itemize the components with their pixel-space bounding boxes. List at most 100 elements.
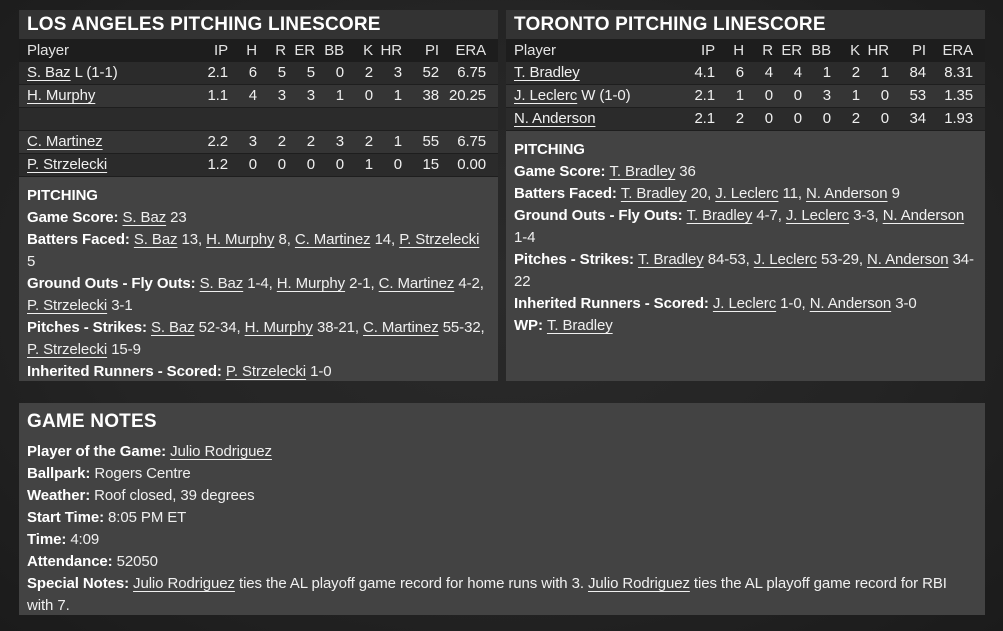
player-link[interactable]: S. Baz — [27, 64, 71, 81]
player-link[interactable]: P. Strzelecki — [27, 156, 108, 173]
player-link[interactable]: N. Anderson — [806, 185, 888, 202]
stat-cell: 1 — [822, 64, 831, 81]
stat-line: Pitches - Strikes: T. Bradley 84-53, J. … — [514, 249, 977, 293]
stat-cell: 1 — [735, 87, 744, 104]
player-link[interactable]: S. Baz — [122, 209, 167, 226]
stat-cell: 0 — [793, 110, 802, 127]
player-link[interactable]: P. Strzelecki — [27, 297, 108, 314]
stat-cell: 0 — [822, 110, 831, 127]
decision-suffix: L (1-1) — [70, 64, 118, 81]
stat-cell: 20.25 — [448, 87, 486, 104]
stat-text: 11, — [778, 185, 807, 202]
pitcher-row — [19, 108, 498, 131]
stat-label: Game Score: — [27, 209, 123, 226]
stat-cell: 0 — [248, 156, 257, 173]
player-link[interactable]: N. Anderson — [514, 110, 596, 127]
column-header-hr: HR — [867, 41, 890, 59]
stat-cell: 1.93 — [944, 110, 973, 127]
panel-game-notes: GAME NOTES Player of the Game: Julio Rod… — [19, 403, 985, 615]
stat-label: Time: — [27, 531, 71, 548]
panel-away-pitching-linescore: LOS ANGELES PITCHING LINESCORE Player IP H… — [19, 10, 498, 381]
stat-cell: 2.1 — [694, 110, 715, 127]
stat-line: Inherited Runners - Scored: J. Leclerc 1… — [514, 293, 977, 315]
home-pitching-table: Player IP H R ER BB K HR PI ERA T. Bradley 4.1 6 4 4 1 2… — [506, 39, 985, 131]
stat-cell: 5 — [306, 64, 315, 81]
stat-cell: 2.2 — [207, 133, 228, 150]
player-link[interactable]: T. Bradley — [514, 64, 580, 81]
stat-cell: 3 — [277, 87, 286, 104]
player-link[interactable]: C. Martinez — [363, 319, 439, 336]
stat-label: Game Score: — [514, 163, 610, 180]
stat-line: Time: 4:09 — [27, 529, 975, 551]
stat-line: Special Notes: Julio Rodriguez ties the … — [27, 573, 975, 615]
stat-text: 3-3, — [849, 207, 883, 224]
stat-label: Ballpark: — [27, 465, 95, 482]
stat-text: 9 — [887, 185, 900, 202]
player-link[interactable]: P. Strzelecki — [399, 231, 480, 248]
player-link[interactable]: H. Murphy — [276, 275, 346, 292]
column-header-h: H — [246, 41, 257, 59]
stat-cell: 3 — [822, 87, 831, 104]
column-header-er: ER — [781, 41, 802, 59]
player-link[interactable]: S. Baz — [150, 319, 195, 336]
stat-text: 84-53, — [703, 251, 754, 268]
player-link[interactable]: J. Leclerc — [785, 207, 850, 224]
column-header-pi: PI — [425, 41, 439, 59]
stat-text: 52-34, — [194, 319, 245, 336]
pitcher-row: C. Martinez 2.2 3 2 2 3 2 1 55 6.75 — [19, 131, 498, 154]
stat-cell: 53 — [909, 87, 927, 104]
pitcher-row: S. Baz L (1-1) 2.1 6 5 5 0 2 3 52 6.75 — [19, 62, 498, 85]
player-link[interactable]: N. Anderson — [867, 251, 949, 268]
stat-text: 23 — [166, 209, 187, 226]
column-header-player: Player — [514, 41, 556, 59]
player-link[interactable]: N. Anderson — [882, 207, 965, 224]
stat-cell: 2 — [851, 110, 860, 127]
player-link[interactable]: J. Leclerc — [753, 251, 817, 268]
player-link[interactable]: Julio Rodriguez — [170, 443, 272, 460]
away-pitching-details: PITCHING Game Score: S. Baz 23 Batters Fa… — [19, 177, 498, 381]
player-link[interactable]: J. Leclerc — [712, 295, 777, 312]
stat-cell: 0 — [306, 156, 315, 173]
player-link[interactable]: Julio Rodriguez — [133, 575, 235, 592]
stat-text: 1-4 — [514, 229, 536, 246]
column-header-pi: PI — [912, 41, 926, 59]
player-link[interactable]: T. Bradley — [686, 207, 753, 224]
player-link[interactable]: N. Anderson — [809, 295, 892, 312]
pitcher-row: T. Bradley 4.1 6 4 4 1 2 1 84 8.31 — [506, 62, 985, 85]
stat-cell: 1.35 — [944, 87, 973, 104]
player-link[interactable]: H. Murphy — [244, 319, 313, 336]
player-link[interactable]: C. Martinez — [27, 133, 103, 150]
column-header-k: K — [850, 41, 860, 59]
player-link[interactable]: H. Murphy — [27, 87, 96, 104]
player-link[interactable]: J. Leclerc — [514, 87, 578, 104]
table-header-row: Player IP H R ER BB K HR PI ERA — [506, 39, 985, 62]
player-cell: J. Leclerc W (1-0) — [506, 85, 683, 107]
stat-line: Player of the Game: Julio Rodriguez — [27, 441, 975, 463]
stat-text: 52050 — [116, 553, 158, 570]
player-cell: N. Anderson — [506, 108, 683, 130]
player-link[interactable]: S. Baz — [199, 275, 244, 292]
column-header-er: ER — [294, 41, 315, 59]
pitcher-row: H. Murphy 1.1 4 3 3 1 0 1 38 20.25 — [19, 85, 498, 108]
player-link[interactable]: C. Martinez — [294, 231, 371, 248]
player-link[interactable]: T. Bradley — [546, 317, 613, 334]
player-link[interactable]: T. Bradley — [637, 251, 704, 268]
player-link[interactable]: T. Bradley — [609, 163, 676, 180]
stat-cell: 1 — [851, 87, 860, 104]
stat-text: 4:09 — [70, 531, 100, 548]
player-link[interactable]: Julio Rodriguez — [587, 575, 690, 592]
player-link[interactable]: T. Bradley — [620, 185, 687, 202]
stat-cell: 0 — [764, 87, 773, 104]
player-link[interactable]: S. Baz — [133, 231, 178, 248]
stat-cell: 0 — [880, 87, 889, 104]
stat-label: Special Notes: — [27, 575, 134, 592]
player-link[interactable]: J. Leclerc — [715, 185, 779, 202]
player-link[interactable]: P. Strzelecki — [27, 341, 108, 358]
player-link[interactable]: P. Strzelecki — [225, 363, 307, 380]
stat-cell: 2 — [735, 110, 744, 127]
player-link[interactable]: H. Murphy — [206, 231, 275, 248]
stat-cell: 1 — [335, 87, 344, 104]
player-cell: T. Bradley — [506, 62, 683, 84]
player-link[interactable]: C. Martinez — [378, 275, 455, 292]
stat-text: 36 — [675, 163, 696, 180]
